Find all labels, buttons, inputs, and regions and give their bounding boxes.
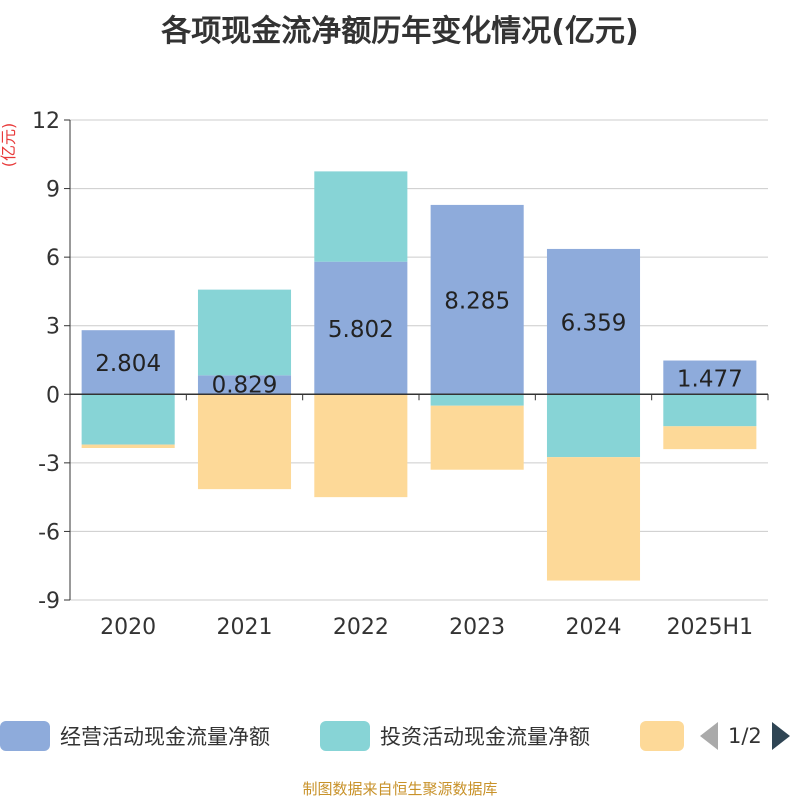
x-tick-label: 2025H1 [667,615,754,640]
bar-third-2020 [81,444,175,448]
legend-pager: 1/2 [700,716,790,756]
chart-title: 各项现金流净额历年变化情况(亿元) [161,14,639,49]
data-label: 5.802 [328,317,394,343]
legend-next-page-icon[interactable] [771,722,790,750]
y-tick-label: -9 [38,589,60,614]
grid-lines [70,119,768,601]
data-label: 1.477 [677,366,743,392]
bar-operating-2023 [430,204,524,395]
data-labels: 2.804 0.829 5.802 8.285 6.359 1.477 [95,289,743,399]
x-tick-label: 2021 [217,615,273,640]
bar-third-2023 [430,405,524,470]
y-tick-label: 0 [46,383,60,408]
bar-operating-2024 [546,248,641,395]
legend-page-indicator: 1/2 [728,724,762,748]
legend-item-third[interactable] [640,716,694,756]
legend-item-operating[interactable]: 经营活动现金流量净额 [0,716,270,756]
x-tick-label: 2022 [333,615,389,640]
axes: 12 9 6 3 0 -3 -6 -9 (亿元) 2020 2021 2022 2023 2024 2025… [0,109,769,640]
y-tick-label: -6 [38,520,60,545]
bar-operating-2022 [314,261,408,395]
source-note: 制图数据来自恒生聚源数据库 [302,780,498,798]
bar-third-2024 [546,457,641,581]
bar-chart: 12 9 6 3 0 -3 -6 -9 (亿元) 2020 2021 2022 2023 2024 2025… [0,109,769,640]
legend: 经营活动现金流量净额 投资活动现金流量净额 1/2 [0,716,800,756]
data-label: 0.829 [212,372,278,398]
bar-operating-2020 [81,330,175,395]
y-tick-label: 12 [32,109,60,134]
data-label: 6.359 [561,311,627,337]
x-tick-label: 2024 [566,615,622,640]
legend-prev-page-icon[interactable] [700,722,718,750]
y-axis-label: (亿元) [0,123,18,168]
legend-swatch-investing [320,721,370,751]
y-tick-label: 3 [46,315,60,340]
bar-operating-2021 [197,375,292,395]
y-tick-label: -3 [38,452,60,477]
bar-investing-2021 [197,289,292,376]
bar-third-2021 [197,394,292,490]
legend-item-investing[interactable]: 投资活动现金流量净额 [320,716,590,756]
bars [81,171,757,581]
bar-investing-2024 [546,394,641,458]
legend-label-investing: 投资活动现金流量净额 [380,725,590,749]
bar-third-2022 [314,394,408,498]
data-label: 8.285 [444,289,510,315]
legend-swatch-third [640,721,684,751]
bar-investing-2020 [81,394,175,445]
y-tick-label: 6 [46,246,60,271]
bar-operating-2025H1 [663,360,757,395]
legend-label-operating: 经营活动现金流量净额 [60,725,270,749]
bar-investing-2025H1 [663,394,757,427]
data-label: 2.804 [95,351,161,377]
bar-investing-2022 [314,171,408,262]
y-tick-label: 9 [46,178,60,203]
legend-swatch-operating [0,721,50,751]
bar-third-2025H1 [663,426,757,450]
x-tick-label: 2020 [100,615,156,640]
x-tick-label: 2023 [449,615,505,640]
bar-investing-2023 [430,394,524,406]
